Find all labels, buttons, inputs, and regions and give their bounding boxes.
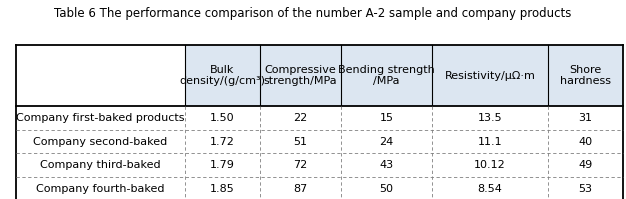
- Text: 87: 87: [294, 184, 307, 194]
- Text: Shore
hardness: Shore hardness: [560, 65, 611, 86]
- Text: Bulk
density/(g/cm³): Bulk density/(g/cm³): [179, 65, 265, 86]
- Text: 1.85: 1.85: [210, 184, 235, 194]
- Text: 8.54: 8.54: [478, 184, 502, 194]
- Text: Compressive
strength/MPa: Compressive strength/MPa: [264, 65, 337, 86]
- Text: 1.50: 1.50: [210, 113, 235, 123]
- Text: Bending strength
/MPa: Bending strength /MPa: [338, 65, 435, 86]
- Text: 43: 43: [379, 160, 394, 170]
- Text: Resistivity/μΩ·m: Resistivity/μΩ·m: [444, 71, 535, 81]
- Text: Table 6 The performance comparison of the number A-2 sample and company products: Table 6 The performance comparison of th…: [54, 7, 572, 20]
- Text: 50: 50: [379, 184, 394, 194]
- Text: 15: 15: [379, 113, 394, 123]
- Text: 49: 49: [578, 160, 592, 170]
- Text: 53: 53: [578, 184, 592, 194]
- Text: 11.1: 11.1: [478, 137, 502, 147]
- Text: 1.72: 1.72: [210, 137, 235, 147]
- Text: 1.79: 1.79: [210, 160, 235, 170]
- Text: Company second-baked: Company second-baked: [33, 137, 167, 147]
- Text: 10.12: 10.12: [474, 160, 506, 170]
- Text: Company third-baked: Company third-baked: [40, 160, 160, 170]
- Text: 31: 31: [578, 113, 592, 123]
- Text: 72: 72: [294, 160, 307, 170]
- Text: 24: 24: [379, 137, 394, 147]
- Text: 22: 22: [294, 113, 307, 123]
- Text: Company first-baked products: Company first-baked products: [16, 113, 185, 123]
- Text: 51: 51: [294, 137, 307, 147]
- Text: Company fourth-baked: Company fourth-baked: [36, 184, 165, 194]
- Text: 40: 40: [578, 137, 592, 147]
- Text: 13.5: 13.5: [478, 113, 502, 123]
